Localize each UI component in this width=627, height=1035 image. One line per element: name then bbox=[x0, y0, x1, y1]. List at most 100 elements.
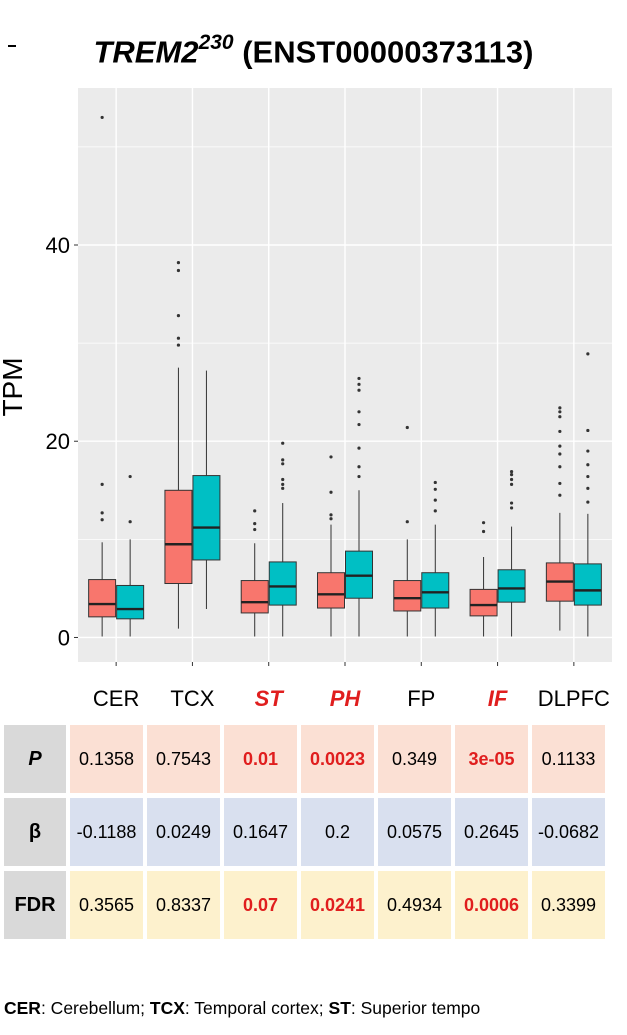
box bbox=[317, 572, 345, 609]
stats-cell: 0.2645 bbox=[455, 798, 528, 866]
outlier-point bbox=[329, 455, 333, 459]
outlier-point bbox=[586, 449, 590, 453]
outlier-point bbox=[329, 517, 333, 521]
stats-cell: 0.01 bbox=[224, 725, 297, 793]
outlier-point bbox=[100, 115, 104, 120]
outlier-point bbox=[357, 446, 361, 450]
title-gene: TREM2 bbox=[93, 34, 199, 70]
outlier-point bbox=[357, 465, 361, 469]
stats-cell: 0.0249 bbox=[147, 798, 220, 866]
footnote-text: : Cerebellum; bbox=[40, 998, 150, 1018]
box bbox=[469, 588, 498, 617]
edge-mark bbox=[8, 45, 16, 47]
outlier-point bbox=[357, 474, 361, 479]
outlier-point bbox=[100, 511, 104, 515]
stats-table: P 0.1358 0.7543 0.01 0.0023 0.349 3e-05 0.1133 β… bbox=[0, 720, 609, 944]
box bbox=[573, 563, 602, 606]
box-plot: 0 20 40 TPM CER TCX ST PH FP IF DLPFC bbox=[0, 88, 612, 711]
outlier-point bbox=[357, 376, 361, 381]
stats-cell: 0.8337 bbox=[147, 871, 220, 939]
stats-cell: 0.1133 bbox=[532, 725, 605, 793]
outlier-point bbox=[329, 490, 333, 494]
outlier-point bbox=[558, 429, 562, 434]
outlier-point bbox=[586, 474, 590, 479]
box bbox=[393, 580, 422, 612]
outlier-point bbox=[509, 482, 514, 487]
footnote-text: : Superior tempo bbox=[350, 998, 481, 1018]
outlier-point bbox=[433, 487, 437, 491]
y-axis-label: TPM bbox=[0, 357, 28, 416]
outlier-point bbox=[357, 382, 361, 386]
outlier-point bbox=[586, 486, 590, 490]
outlier-point bbox=[100, 518, 104, 522]
outlier-point bbox=[433, 480, 437, 485]
stats-cell: 0.07 bbox=[224, 871, 297, 939]
stats-row-b: β -0.1188 0.0249 0.1647 0.2 0.0575 0.2645 -0.06… bbox=[4, 798, 605, 866]
x-tick-label: DLPFC bbox=[538, 686, 610, 711]
x-tick-label: PH bbox=[330, 686, 362, 711]
box bbox=[88, 579, 117, 618]
stats-cell: 0.3399 bbox=[532, 871, 605, 939]
box bbox=[268, 561, 297, 606]
stats-row-f: FDR 0.3565 0.8337 0.07 0.0241 0.4934 0.0006 0.3… bbox=[4, 871, 605, 939]
stats-row-label: FDR bbox=[4, 871, 66, 939]
outlier-point bbox=[281, 482, 285, 487]
stats-cell: 0.0006 bbox=[455, 871, 528, 939]
outlier-point bbox=[558, 410, 562, 414]
outlier-point bbox=[357, 388, 361, 392]
box bbox=[192, 475, 221, 561]
x-tick-label: FP bbox=[407, 686, 435, 711]
outlier-point bbox=[281, 458, 285, 462]
outlier-point bbox=[558, 493, 562, 497]
stats-cell: 0.0241 bbox=[301, 871, 374, 939]
outlier-point bbox=[586, 500, 590, 504]
outlier-point bbox=[128, 474, 132, 479]
stats-cell: 0.7543 bbox=[147, 725, 220, 793]
stats-cell: 0.3565 bbox=[70, 871, 143, 939]
y-tick-label: 40 bbox=[46, 233, 70, 258]
x-tick-label: CER bbox=[93, 686, 139, 711]
outlier-point bbox=[509, 472, 514, 477]
y-tick-label: 0 bbox=[58, 625, 70, 650]
outlier-point bbox=[253, 522, 257, 526]
outlier-point bbox=[329, 513, 333, 517]
stats-cell: 0.0575 bbox=[378, 798, 451, 866]
stats-cell: 0.1647 bbox=[224, 798, 297, 866]
outlier-point bbox=[433, 509, 437, 513]
footnote-text: : Temporal cortex; bbox=[184, 998, 329, 1018]
outlier-point bbox=[128, 520, 132, 524]
outlier-point bbox=[357, 422, 361, 427]
x-tick-label: IF bbox=[488, 686, 508, 711]
footnote-abbr: ST bbox=[328, 998, 351, 1018]
outlier-point bbox=[558, 415, 562, 419]
stats-cell: -0.0682 bbox=[532, 798, 605, 866]
outlier-point bbox=[509, 501, 514, 505]
footnote-abbr: CER bbox=[4, 998, 41, 1018]
outlier-point bbox=[405, 520, 409, 524]
outlier-point bbox=[281, 486, 285, 490]
box bbox=[164, 489, 193, 585]
outlier-point bbox=[176, 343, 181, 347]
outlier-point bbox=[281, 477, 285, 482]
box bbox=[116, 584, 145, 620]
outlier-point bbox=[558, 406, 562, 410]
outlier-point bbox=[281, 441, 285, 445]
footnote-abbr: TCX bbox=[149, 998, 185, 1018]
outlier-point bbox=[100, 482, 104, 487]
box bbox=[421, 572, 450, 609]
y-tick-label: 20 bbox=[46, 429, 70, 454]
stats-cell: 0.4934 bbox=[378, 871, 451, 939]
outlier-point bbox=[176, 261, 181, 265]
chart-title: TREM2230 (ENST00000373113) bbox=[0, 31, 627, 70]
title-superscript: 230 bbox=[198, 31, 234, 54]
outlier-point bbox=[586, 352, 590, 356]
outlier-point bbox=[253, 527, 257, 532]
stats-cell: 0.349 bbox=[378, 725, 451, 793]
outlier-point bbox=[509, 477, 514, 482]
outlier-point bbox=[509, 470, 514, 474]
outlier-point bbox=[253, 509, 257, 513]
footnote: CER: Cerebellum; TCX: Temporal cortex; S… bbox=[4, 998, 480, 1019]
outlier-point bbox=[586, 428, 590, 433]
outlier-point bbox=[558, 452, 562, 456]
x-tick-label: TCX bbox=[170, 686, 214, 711]
